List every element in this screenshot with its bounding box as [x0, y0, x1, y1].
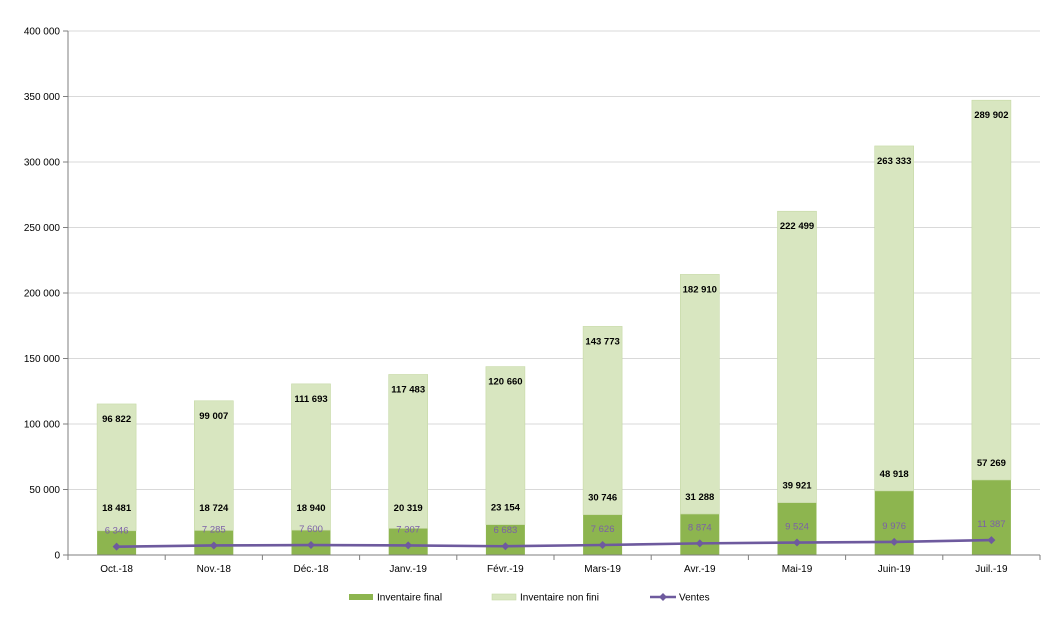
label-inventaire-non-fini: 120 660 [488, 377, 522, 388]
legend-label-inventaire-final: Inventaire final [377, 593, 442, 604]
x-axis: Oct.-18 Nov.-18 Déc.-18 Janv.-19 Févr.-19 Mar… [67, 554, 1041, 575]
legend: Inventaire final Inventaire non fini Vente… [349, 593, 710, 604]
label-inventaire-final: 39 921 [782, 481, 812, 492]
legend-label-ventes: Ventes [679, 593, 710, 604]
label-inventaire-final: 18 481 [102, 503, 132, 514]
label-ventes: 11 387 [977, 519, 1005, 530]
bar-inventaire-non-fini [874, 145, 915, 492]
label-inventaire-non-fini: 99 007 [199, 411, 228, 422]
x-tick-label: Mai-19 [782, 564, 813, 575]
ventes-marker [307, 541, 315, 550]
label-inventaire-non-fini: 111 693 [294, 394, 327, 405]
legend-label-inventaire-non-fini: Inventaire non fini [520, 593, 599, 604]
y-tick-label: 250 000 [24, 223, 61, 234]
x-tick-label: Déc.-18 [293, 564, 328, 575]
label-inventaire-final: 23 154 [491, 503, 521, 514]
label-ventes: 7 285 [202, 524, 226, 535]
bar-inventaire-final [680, 514, 720, 555]
label-ventes: 6 683 [494, 525, 518, 536]
label-inventaire-final: 20 319 [394, 503, 423, 514]
bars [96, 99, 1012, 555]
label-inventaire-non-fini: 263 333 [877, 156, 911, 167]
legend-swatch-inventaire-final [349, 594, 373, 600]
legend-marker-ventes [659, 593, 667, 601]
bar-inventaire-non-fini [485, 366, 526, 525]
bar-inventaire-non-fini [96, 403, 137, 532]
x-tick-label: Nov.-18 [197, 564, 232, 575]
bar-inventaire-non-fini [194, 400, 234, 531]
x-tick-label: Avr.-19 [684, 564, 716, 575]
ventes-marker [209, 541, 218, 550]
label-ventes: 8 874 [688, 522, 712, 533]
label-inventaire-final: 48 918 [880, 469, 909, 480]
y-tick-label: 200 000 [24, 289, 61, 300]
x-tick-label: Janv.-19 [389, 564, 427, 575]
label-inventaire-final: 57 269 [977, 458, 1006, 469]
label-inventaire-non-fini: 117 483 [391, 384, 425, 395]
label-inventaire-final: 30 746 [588, 493, 617, 504]
y-tick-label: 150 000 [24, 354, 61, 365]
label-inventaire-non-fini: 96 822 [102, 414, 131, 425]
y-axis: 0 50 000 100 000 150 000 200 000 250 000 300 0… [24, 27, 69, 562]
label-ventes: 9 524 [785, 522, 809, 533]
y-tick-label: 0 [54, 551, 60, 562]
bar-inventaire-non-fini [777, 210, 817, 504]
x-tick-label: Juin-19 [878, 564, 911, 575]
y-tick-label: 400 000 [24, 27, 61, 38]
ventes-polyline [116, 538, 992, 548]
label-ventes: 7 626 [591, 524, 615, 535]
ventes-marker [890, 537, 899, 546]
label-ventes: 7 307 [396, 524, 420, 535]
label-inventaire-non-fini: 222 499 [780, 221, 814, 232]
bar-inventaire-non-fini [971, 99, 1012, 481]
x-tick-label: Oct.-18 [100, 564, 133, 575]
y-tick-label: 50 000 [29, 485, 60, 496]
ventes-marker [987, 536, 996, 545]
label-inventaire-non-fini: 182 910 [683, 284, 717, 295]
label-inventaire-final: 31 288 [685, 492, 714, 503]
x-tick-label: Févr.-19 [487, 564, 524, 575]
y-tick-label: 100 000 [24, 420, 61, 431]
y-tick-label: 300 000 [24, 158, 61, 169]
ventes-marker [404, 541, 413, 550]
bar-inventaire-non-fini [679, 274, 720, 515]
label-ventes: 9 976 [882, 521, 906, 532]
ventes-marker [793, 538, 801, 547]
data-labels: 96 822 18 481 99 007 18 724 111 693 18 940 117… [102, 110, 1009, 536]
x-tick-label: Juil.-19 [975, 564, 1008, 575]
y-tick-label: 350 000 [24, 92, 61, 103]
ventes-marker [112, 542, 121, 551]
label-inventaire-non-fini: 143 773 [585, 336, 619, 347]
x-tick-label: Mars-19 [584, 564, 621, 575]
bar-inventaire-non-fini [291, 383, 331, 531]
ventes-marker [501, 542, 510, 551]
bar-inventaire-non-fini [388, 374, 429, 529]
ventes-line [112, 536, 996, 551]
legend-swatch-inventaire-non-fini [491, 593, 517, 601]
ventes-marker [598, 541, 607, 550]
label-ventes: 7 600 [299, 524, 323, 535]
label-inventaire-final: 18 940 [296, 503, 325, 514]
bar-inventaire-non-fini [582, 326, 623, 516]
ventes-marker [695, 539, 704, 548]
label-inventaire-non-fini: 289 902 [974, 110, 1008, 121]
label-inventaire-final: 18 724 [199, 503, 229, 514]
label-ventes: 6 346 [105, 526, 129, 537]
